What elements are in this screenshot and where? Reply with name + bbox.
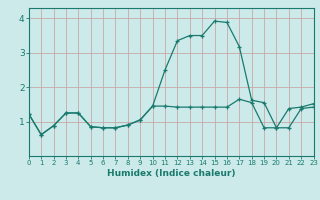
X-axis label: Humidex (Indice chaleur): Humidex (Indice chaleur) (107, 169, 236, 178)
